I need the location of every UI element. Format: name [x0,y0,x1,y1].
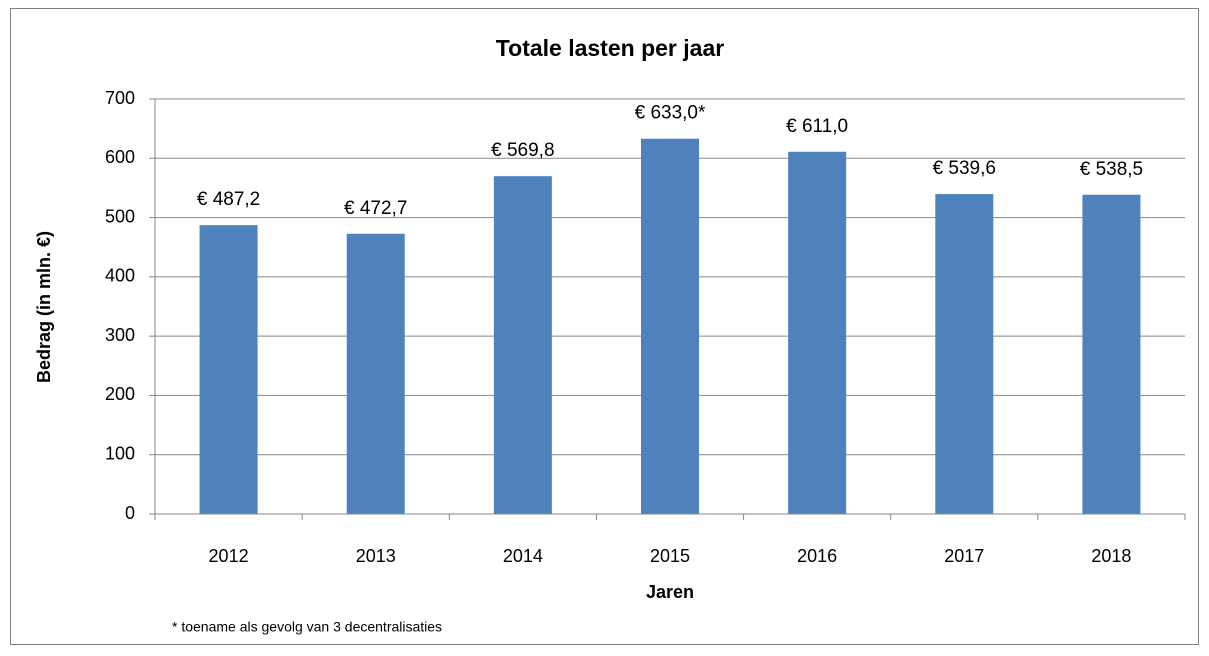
x-tick-label: 2013 [356,546,396,566]
data-label: € 611,0 [786,116,848,137]
x-tick-label: 2015 [650,546,690,566]
bar [199,225,258,514]
y-tick-label: 0 [125,503,135,523]
bar [788,151,847,514]
x-tick-label: 2012 [209,546,249,566]
x-tick-label: 2017 [944,546,984,566]
y-tick-label: 300 [105,325,135,345]
data-label: € 633,0* [635,103,706,124]
data-label: € 538,5 [1080,159,1143,180]
x-tick-label: 2016 [797,546,837,566]
y-tick-label: 200 [105,384,135,404]
x-axis-label: Jaren [646,582,694,602]
y-axis-label: Bedrag (in mln. €) [34,231,54,383]
y-tick-label: 100 [105,443,135,463]
x-tick-label: 2018 [1091,546,1131,566]
y-tick-label: 700 [105,88,135,108]
y-tick-label: 600 [105,147,135,167]
y-tick-label: 500 [105,206,135,226]
data-label: € 539,6 [933,158,996,179]
data-label: € 472,7 [344,198,407,219]
chart-border [10,8,1199,645]
bar [641,138,699,514]
x-tick-label: 2014 [503,546,543,566]
data-label: € 487,2 [197,189,260,210]
bar [346,233,405,515]
bar [1082,194,1141,514]
footnote: * toename als gevolg van 3 decentralisat… [172,619,442,635]
bar [935,194,994,514]
bar [493,176,552,514]
chart-title: Totale lasten per jaar [496,35,724,61]
y-tick-label: 400 [105,266,135,286]
data-label: € 569,8 [491,140,554,161]
